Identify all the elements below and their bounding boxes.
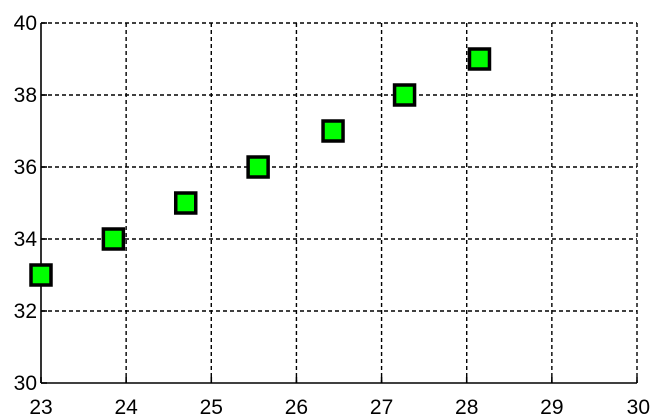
x-tick-label: 25 — [200, 396, 223, 417]
x-tick-label: 27 — [370, 396, 393, 417]
data-point — [246, 155, 270, 179]
data-point — [321, 119, 345, 143]
data-point — [173, 191, 198, 215]
x-tick-labels: 23 24 25 26 27 28 29 30 — [29, 396, 650, 417]
data-point — [29, 263, 53, 287]
y-tick-label: 32 — [14, 300, 37, 323]
x-tick-label: 24 — [114, 396, 138, 417]
x-tick-label: 28 — [455, 396, 478, 417]
x-tick-label: 26 — [285, 396, 308, 417]
y-tick-labels: 30 32 34 36 38 40 — [14, 12, 38, 395]
y-tick-label: 40 — [14, 12, 37, 35]
y-tick-label: 30 — [14, 372, 37, 395]
x-tick-label: 23 — [29, 396, 52, 417]
x-tick-label: 29 — [540, 396, 563, 417]
data-point — [467, 47, 492, 71]
y-tick-label: 34 — [14, 228, 38, 251]
x-tick-label: 30 — [627, 396, 650, 417]
data-points — [29, 47, 492, 287]
grid-lines — [41, 22, 638, 383]
tick-marks — [40, 22, 638, 384]
data-point — [392, 83, 417, 107]
axes — [40, 23, 637, 384]
data-point — [101, 227, 126, 251]
y-tick-label: 36 — [14, 156, 37, 179]
y-tick-label: 38 — [14, 84, 37, 107]
